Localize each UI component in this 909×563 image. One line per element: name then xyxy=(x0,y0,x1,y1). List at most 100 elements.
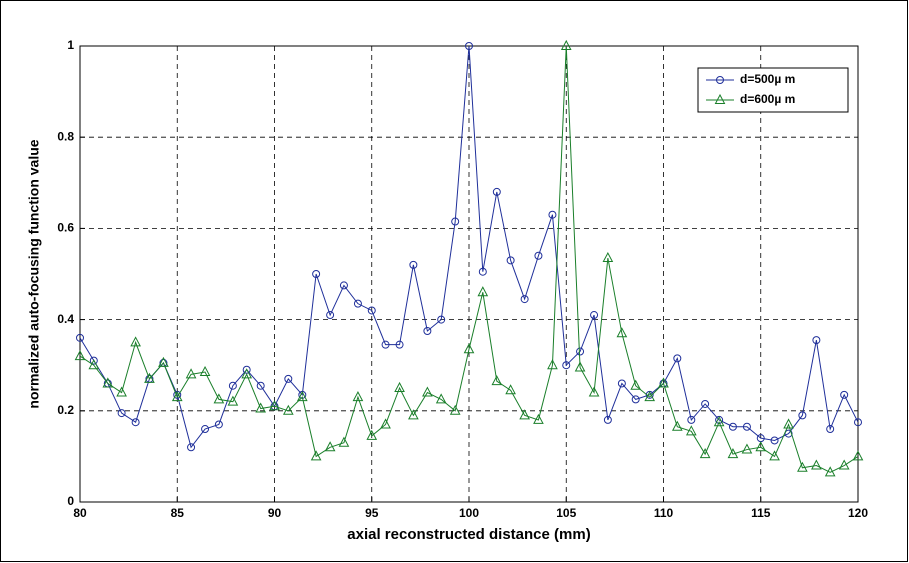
marker xyxy=(326,311,335,320)
marker xyxy=(562,361,571,370)
marker xyxy=(463,343,475,354)
legend-label: d=600µ m xyxy=(740,92,795,106)
marker xyxy=(76,333,84,342)
x-tick-label: 90 xyxy=(268,506,282,520)
marker xyxy=(533,413,544,424)
marker xyxy=(214,420,223,429)
marker xyxy=(505,384,516,395)
marker xyxy=(201,425,210,434)
marker xyxy=(117,409,126,418)
marker xyxy=(491,375,503,386)
marker xyxy=(658,377,669,388)
marker xyxy=(241,368,253,379)
marker xyxy=(352,391,364,402)
marker xyxy=(560,39,572,50)
marker xyxy=(701,399,710,408)
marker xyxy=(824,466,836,477)
x-axis-label: axial reconstructed distance (mm) xyxy=(347,526,590,543)
y-tick-label: 1 xyxy=(67,38,74,52)
marker xyxy=(603,415,612,424)
marker xyxy=(187,443,196,452)
marker xyxy=(588,386,600,397)
x-tick-label: 100 xyxy=(459,506,479,520)
marker xyxy=(74,350,86,361)
marker xyxy=(798,411,807,420)
marker xyxy=(811,459,822,470)
marker xyxy=(296,391,308,402)
marker xyxy=(840,390,849,399)
marker xyxy=(534,251,543,260)
y-tick-label: 0 xyxy=(67,494,74,508)
marker xyxy=(366,429,378,440)
marker xyxy=(312,270,321,278)
legend xyxy=(697,67,849,113)
marker xyxy=(380,418,391,429)
legend-label: d=500µ m xyxy=(740,72,795,86)
marker xyxy=(437,315,446,324)
x-tick-label: 80 xyxy=(73,506,87,520)
marker xyxy=(395,340,404,349)
marker xyxy=(617,379,626,388)
marker xyxy=(547,359,558,370)
marker xyxy=(310,450,322,461)
marker xyxy=(797,461,808,472)
y-tick-label: 0.4 xyxy=(57,312,74,326)
marker xyxy=(506,256,515,265)
series-line xyxy=(79,45,859,473)
marker xyxy=(838,459,850,470)
marker xyxy=(852,450,864,461)
marker xyxy=(742,422,751,431)
marker xyxy=(255,402,267,413)
marker xyxy=(284,374,293,383)
marker xyxy=(423,327,432,335)
marker xyxy=(116,386,127,397)
marker xyxy=(422,386,433,397)
y-tick-label: 0.8 xyxy=(57,129,74,143)
marker xyxy=(826,425,835,434)
marker xyxy=(519,409,530,420)
marker xyxy=(465,42,473,50)
marker xyxy=(644,391,656,402)
marker xyxy=(576,347,585,356)
marker xyxy=(227,395,239,406)
marker xyxy=(631,395,640,404)
marker xyxy=(769,450,780,461)
marker xyxy=(213,393,225,404)
marker xyxy=(435,393,447,404)
marker xyxy=(548,210,557,219)
marker xyxy=(409,260,418,269)
marker xyxy=(616,327,628,338)
y-axis-label: normalized auto-focusing function value xyxy=(26,139,42,408)
marker xyxy=(741,443,753,454)
x-tick-label: 120 xyxy=(848,506,868,520)
marker xyxy=(812,336,821,345)
x-tick-label: 95 xyxy=(365,506,379,520)
marker xyxy=(339,281,348,290)
marker xyxy=(228,381,237,390)
marker xyxy=(367,306,376,315)
marker xyxy=(673,354,682,363)
marker xyxy=(630,379,642,390)
marker xyxy=(685,425,697,436)
x-tick-label: 110 xyxy=(654,506,674,520)
marker xyxy=(716,76,724,84)
marker xyxy=(338,436,350,447)
marker xyxy=(714,93,726,104)
marker xyxy=(492,187,501,196)
marker xyxy=(256,381,265,390)
marker xyxy=(477,286,489,297)
marker xyxy=(353,299,362,308)
marker xyxy=(282,404,294,415)
marker xyxy=(449,404,461,415)
marker xyxy=(783,418,794,429)
x-tick-label: 105 xyxy=(556,506,576,520)
marker xyxy=(131,418,140,427)
series-line xyxy=(79,45,859,449)
marker xyxy=(478,267,487,276)
marker xyxy=(728,422,737,431)
marker xyxy=(671,420,683,431)
y-tick-label: 0.6 xyxy=(57,221,74,235)
marker xyxy=(324,441,336,452)
marker xyxy=(408,409,419,420)
